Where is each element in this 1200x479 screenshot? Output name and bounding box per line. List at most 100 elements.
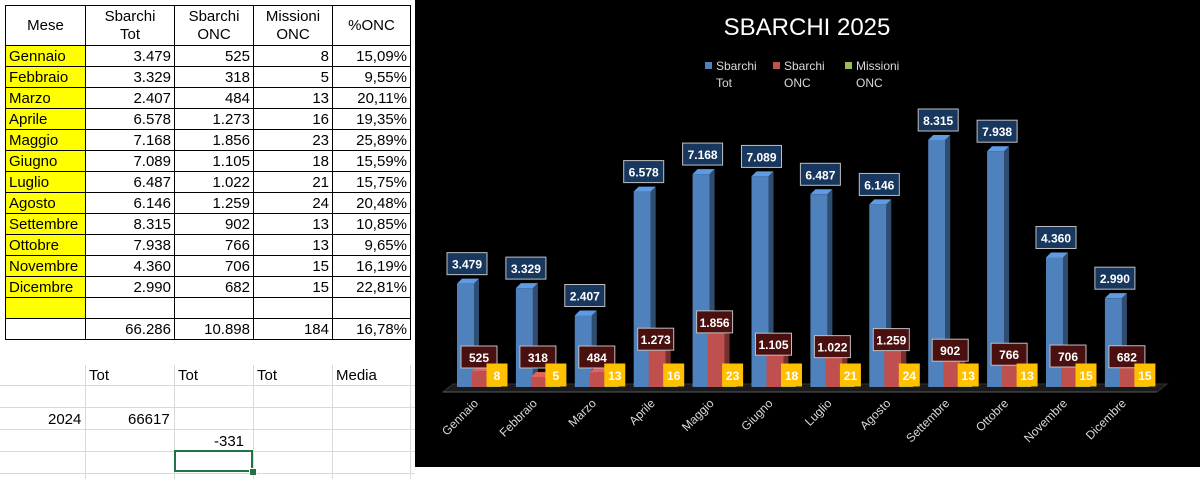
bar-sbarchi-onc (472, 371, 489, 387)
value-cell[interactable]: 5 (253, 66, 333, 88)
empty-cell[interactable] (5, 297, 86, 319)
value-cell[interactable]: 682 (174, 276, 254, 298)
value-cell[interactable]: 24 (253, 192, 333, 214)
value-cell[interactable]: 20,11% (332, 87, 411, 109)
empty-cell[interactable] (174, 297, 254, 319)
value-cell[interactable]: 13 (253, 87, 333, 109)
empty-cell[interactable] (85, 297, 175, 319)
month-cell[interactable]: Ottobre (5, 234, 86, 256)
value-cell[interactable]: 318 (174, 66, 254, 88)
total-cell[interactable]: 16,78% (332, 318, 411, 340)
chart-area[interactable]: SBARCHI 2025 Sbarchi Tot Sbarchi ONC Missioni… (415, 0, 1200, 467)
month-cell[interactable]: Settembre (5, 213, 86, 235)
total-cell[interactable]: 184 (253, 318, 333, 340)
label-missioni-onc: 18 (785, 369, 799, 383)
label-sbarchi-tot-box (858, 172, 900, 196)
bar-sbarchi-tot-top (869, 199, 892, 205)
month-cell[interactable]: Luglio (5, 171, 86, 193)
label-sbarchi-tot-box (446, 252, 488, 276)
month-cell[interactable]: Giugno (5, 150, 86, 172)
value-cell[interactable]: 6.146 (85, 192, 175, 214)
value-cell[interactable]: 1.022 (174, 171, 254, 193)
value-cell[interactable]: 1.259 (174, 192, 254, 214)
value-cell[interactable]: 6.578 (85, 108, 175, 130)
value-cell[interactable]: 7.938 (85, 234, 175, 256)
month-cell[interactable]: Febbraio (5, 66, 86, 88)
value-cell[interactable]: 15,59% (332, 150, 411, 172)
value-cell[interactable]: 525 (174, 45, 254, 67)
value-cell[interactable]: 3.479 (85, 45, 175, 67)
value-cell[interactable]: 13 (253, 213, 333, 235)
value-cell[interactable]: 3.329 (85, 66, 175, 88)
month-cell[interactable]: Gennaio (5, 45, 86, 67)
value-cell[interactable]: 2.407 (85, 87, 175, 109)
label-sbarchi-onc: 1.273 (641, 333, 671, 347)
legend-entry: Sbarchi ONC (784, 59, 825, 90)
label-missioni-onc: 15 (1079, 369, 1093, 383)
value-cell[interactable]: 22,81% (332, 276, 411, 298)
month-cell[interactable]: Agosto (5, 192, 86, 214)
month-cell[interactable]: Aprile (5, 108, 86, 130)
value-cell[interactable]: 21 (253, 171, 333, 193)
value-cell[interactable]: 18 (253, 150, 333, 172)
x-tick-label: Dicembre (1083, 396, 1129, 442)
value-cell[interactable]: 4.360 (85, 255, 175, 277)
x-tick-label: Maggio (679, 396, 717, 434)
value-cell[interactable]: 25,89% (332, 129, 411, 151)
selected-cell[interactable] (174, 450, 253, 472)
value-cell[interactable]: 13 (253, 234, 333, 256)
value-cell[interactable]: 10,85% (332, 213, 411, 235)
bar-sbarchi-tot (1104, 298, 1122, 387)
value-cell[interactable]: 19,35% (332, 108, 411, 130)
x-tick-label: Ottobre (973, 396, 1011, 434)
month-cell[interactable]: Novembre (5, 255, 86, 277)
label-sbarchi-onc-box (696, 310, 734, 334)
total-cell[interactable]: 66.286 (85, 318, 175, 340)
month-cell[interactable]: Dicembre (5, 276, 86, 298)
value-cell[interactable]: 706 (174, 255, 254, 277)
value-cell[interactable]: 7.089 (85, 150, 175, 172)
label-sbarchi-onc-box (460, 345, 498, 369)
value-cell[interactable]: 8 (253, 45, 333, 67)
value-cell[interactable]: 766 (174, 234, 254, 256)
value-cell[interactable]: 16 (253, 108, 333, 130)
value-cell[interactable]: 6.487 (85, 171, 175, 193)
x-tick-label: Novembre (1021, 396, 1070, 445)
value-cell[interactable]: 902 (174, 213, 254, 235)
value-cell[interactable]: 20,48% (332, 192, 411, 214)
value-cell[interactable]: 16,19% (332, 255, 411, 277)
difference-value: -331 (214, 433, 245, 450)
total-cell[interactable]: 10.898 (174, 318, 254, 340)
bar-sbarchi-tot-top (1046, 252, 1068, 258)
value-cell[interactable]: 15 (253, 255, 333, 277)
value-cell[interactable]: 9,65% (332, 234, 411, 256)
value-cell[interactable]: 7.168 (85, 129, 175, 151)
total-cell[interactable] (5, 318, 86, 340)
bar-sbarchi-tot (1046, 257, 1063, 387)
month-cell[interactable]: Marzo (5, 87, 86, 109)
value-cell[interactable]: 1.105 (174, 150, 254, 172)
bar-sbarchi-onc (530, 377, 548, 387)
value-cell[interactable]: 2.990 (85, 276, 175, 298)
label-sbarchi-onc-box (1108, 345, 1146, 369)
empty-cell[interactable] (253, 297, 333, 319)
value-cell[interactable]: 484 (174, 87, 254, 109)
label-missioni-onc-box (722, 363, 744, 387)
table-row: Aprile 6.578 1.273 16 19,35% (5, 108, 411, 130)
value-cell[interactable]: 15 (253, 276, 333, 298)
label-sbarchi-onc: 1.105 (758, 338, 788, 352)
value-cell[interactable]: 15,75% (332, 171, 411, 193)
value-cell[interactable]: 1.856 (174, 129, 254, 151)
value-cell[interactable]: 9,55% (332, 66, 411, 88)
fill-handle[interactable] (249, 468, 257, 476)
value-cell[interactable]: 15,09% (332, 45, 411, 67)
value-cell[interactable]: 8.315 (85, 213, 175, 235)
empty-cell[interactable] (332, 297, 411, 319)
month-cell[interactable]: Maggio (5, 129, 86, 151)
bar-sbarchi-tot-top (515, 283, 538, 289)
value-cell[interactable]: 23 (253, 129, 333, 151)
value-cell[interactable]: 1.273 (174, 108, 254, 130)
x-tick-label: Settembre (903, 396, 952, 445)
bar-sbarchi-tot (987, 151, 1005, 387)
label-missioni-onc: 23 (726, 369, 740, 383)
